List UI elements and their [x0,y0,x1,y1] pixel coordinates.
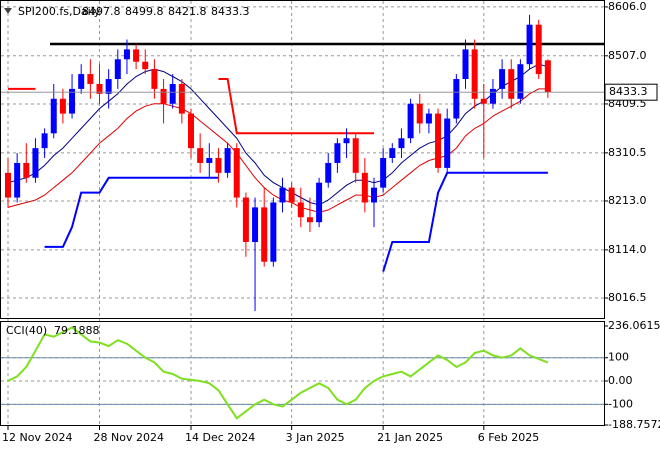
candle-body [5,172,11,198]
header-high: 8499.8 [125,5,164,18]
y-tick-label: 8016.5 [608,291,647,304]
y-tick-label: 100 [608,351,629,364]
candle-body [444,118,451,168]
candle-body [215,158,222,173]
candle-body [188,113,194,149]
candle-body [69,88,76,114]
x-tick-label: 21 Jan 2025 [377,431,443,444]
candle-body [508,69,515,99]
candle-body [14,162,21,198]
y-tick-label: -100 [608,397,633,410]
candle-body [316,182,323,223]
x-tick-label: 28 Nov 2024 [94,431,164,444]
candle-body [380,158,387,188]
overlay-line [44,171,548,272]
overlay-line [7,88,548,213]
candle-body [197,148,204,163]
candle-body [407,103,414,139]
last-price-label: 8433.3 [609,85,648,98]
candle-body [169,83,176,104]
y-tick-label: 8507.0 [608,49,647,62]
candle-body [233,148,240,198]
candle-body [78,74,85,89]
candle-body [252,207,259,242]
candle-body [105,79,112,94]
y-tick-label: -188.7572 [608,418,660,431]
y-tick-label: 8213.0 [608,194,647,207]
candle-body [261,207,268,262]
candle-body [453,79,460,119]
candle-body [334,143,341,163]
y-tick-label: 0.00 [608,374,633,387]
candle-body [306,217,313,223]
header-open: 8497.8 [82,5,121,18]
overlay-line [8,78,374,135]
candle-body [23,162,30,178]
candle-body [471,49,478,99]
candle-body [435,113,442,168]
candle-body [398,138,405,149]
symbol-icon [4,8,12,14]
candle-body [270,202,277,262]
candle-body [114,59,121,80]
overlay-line [7,63,549,206]
y-tick-label: 8114.0 [608,243,647,256]
chart-title: SPI200.fs,Daily [18,5,101,18]
main-frame [0,0,605,319]
cci-frame [0,321,605,426]
candle-body [151,69,158,89]
candle-body [462,49,469,80]
candle-body [517,64,524,99]
candle-body [389,148,396,159]
candle-body [480,98,487,104]
x-tick-label: 14 Dec 2024 [185,431,255,444]
candle-body [416,103,423,124]
candle-body [32,148,39,178]
candle-body [96,83,103,94]
candle-body [352,138,359,173]
header-close: 8433.3 [211,5,250,18]
candle-body [343,138,350,144]
candle-body [206,158,213,163]
candle-body [87,74,94,84]
cci-value: 79.1888 [54,324,100,337]
candle-body [535,24,542,75]
candle-body [59,98,66,114]
x-tick-label: 12 Nov 2024 [2,431,72,444]
candle-body [297,202,304,218]
candle-body [160,88,167,104]
candle-body [133,49,140,62]
candle-body [371,187,377,203]
candle-body [123,49,130,60]
candle-body [489,88,496,104]
candle-body [526,24,533,65]
candle-body [242,197,249,242]
candle-body [425,113,432,124]
candle-body [178,83,185,114]
candle-body [544,60,551,93]
cci-title: CCI(40) [6,324,47,337]
y-tick-label: 8606.0 [608,0,647,13]
cci-line [7,326,549,420]
x-tick-label: 3 Jan 2025 [286,431,345,444]
candle-body [224,148,231,173]
candle-body [142,61,149,70]
candle-body [41,133,48,149]
candle-body [499,69,506,89]
y-tick-label: 8310.5 [608,146,647,159]
candle-body [325,162,332,183]
x-tick-label: 6 Feb 2025 [478,431,539,444]
header-low: 8421.8 [168,5,207,18]
candle-body [279,187,286,203]
candle-body [288,187,295,203]
candle-body [361,172,368,203]
candle-body [50,98,57,134]
y-tick-label: 236.0615 [608,319,660,332]
